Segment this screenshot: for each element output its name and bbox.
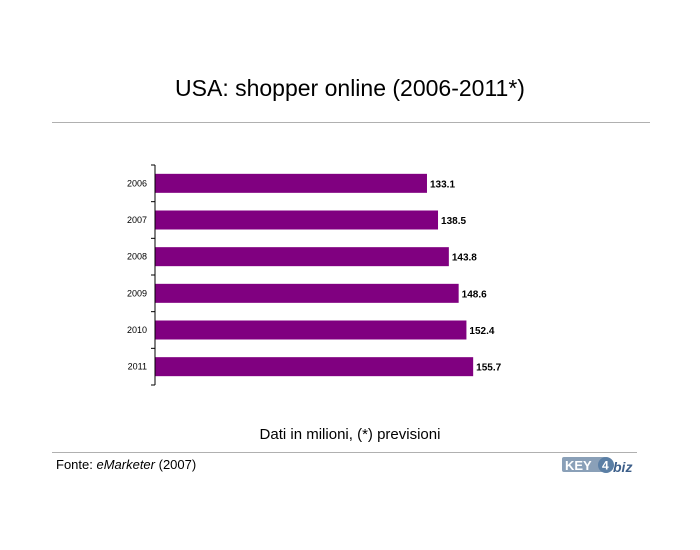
title-divider xyxy=(52,122,650,123)
source-caption: Fonte: eMarketer (2007) xyxy=(56,457,196,472)
key4biz-logo-icon: KEY 4 biz xyxy=(562,457,632,475)
tick-label-2011: 2011 xyxy=(128,362,147,372)
tick-label-2010: 2010 xyxy=(127,325,147,335)
bar-2010 xyxy=(155,320,467,340)
chart-title: USA: shopper online (2006-2011*) xyxy=(175,75,525,101)
tick-label-2006: 2006 xyxy=(127,178,147,188)
data-label-2008: 143.8 xyxy=(452,253,477,264)
bar-2006 xyxy=(155,173,427,193)
bar-2011 xyxy=(155,357,474,377)
bars-group: 133.1 138.5 143.8 148.6 152.4 155.7 xyxy=(155,173,502,377)
y-axis-group: 2006 2007 2008 2009 2010 2011 xyxy=(127,164,156,386)
data-label-2006: 133.1 xyxy=(430,179,455,190)
bar-2009 xyxy=(155,283,459,303)
data-label-2010: 152.4 xyxy=(469,326,494,337)
svg-text:4: 4 xyxy=(602,459,609,473)
source-prefix: Fonte: xyxy=(56,457,97,472)
tick-label-2009: 2009 xyxy=(127,288,147,298)
svg-text:biz: biz xyxy=(613,459,632,475)
footer-divider xyxy=(52,452,637,453)
data-label-2011: 155.7 xyxy=(476,363,501,374)
bar-2008 xyxy=(155,247,449,267)
tick-label-2008: 2008 xyxy=(127,252,147,262)
chart-note: Dati in milioni, (*) previsioni xyxy=(259,426,441,443)
data-label-2007: 138.5 xyxy=(441,216,466,227)
tick-label-2007: 2007 xyxy=(127,215,147,225)
bar-2007 xyxy=(155,210,439,230)
data-label-2009: 148.6 xyxy=(462,289,487,300)
source-suffix: (2007) xyxy=(155,457,197,472)
source-name: eMarketer xyxy=(96,457,155,472)
svg-text:KEY: KEY xyxy=(565,458,592,473)
